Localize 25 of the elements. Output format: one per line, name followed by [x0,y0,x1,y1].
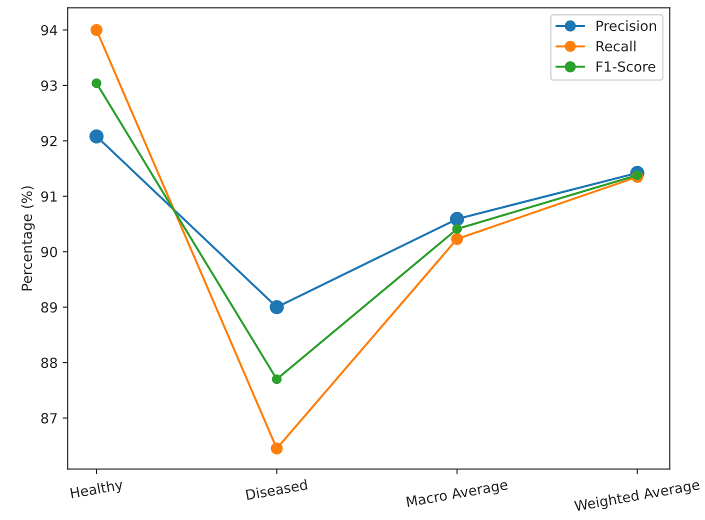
y-tick-label: 91 [41,191,57,202]
point [452,224,462,234]
point [451,233,464,245]
x-tick-label: Healthy [70,478,124,502]
y-tick-label: 90 [41,246,58,258]
point [270,300,284,314]
point [270,442,283,454]
x-tick-label: Weighted Average [574,478,700,514]
y-tick-label: 94 [41,24,58,36]
point [89,129,104,144]
y-tick-label: 87 [41,413,57,424]
y-tick-label: 92 [41,136,57,146]
y-tick-label: 93 [41,80,57,91]
y-tick-label: 89 [41,302,57,313]
point [92,78,102,88]
point [272,374,282,384]
y-axis-title: Percentage (%) [21,186,35,290]
point [90,24,102,36]
x-tick-label: Diseased [246,478,308,500]
legend-label: F1-Score [596,61,656,72]
point [450,212,464,226]
legend-label: Precision [596,20,656,32]
y-tick-label: 88 [41,358,58,368]
x-tick-label: Macro Average [406,479,508,510]
legend-label: Recall [596,40,636,52]
